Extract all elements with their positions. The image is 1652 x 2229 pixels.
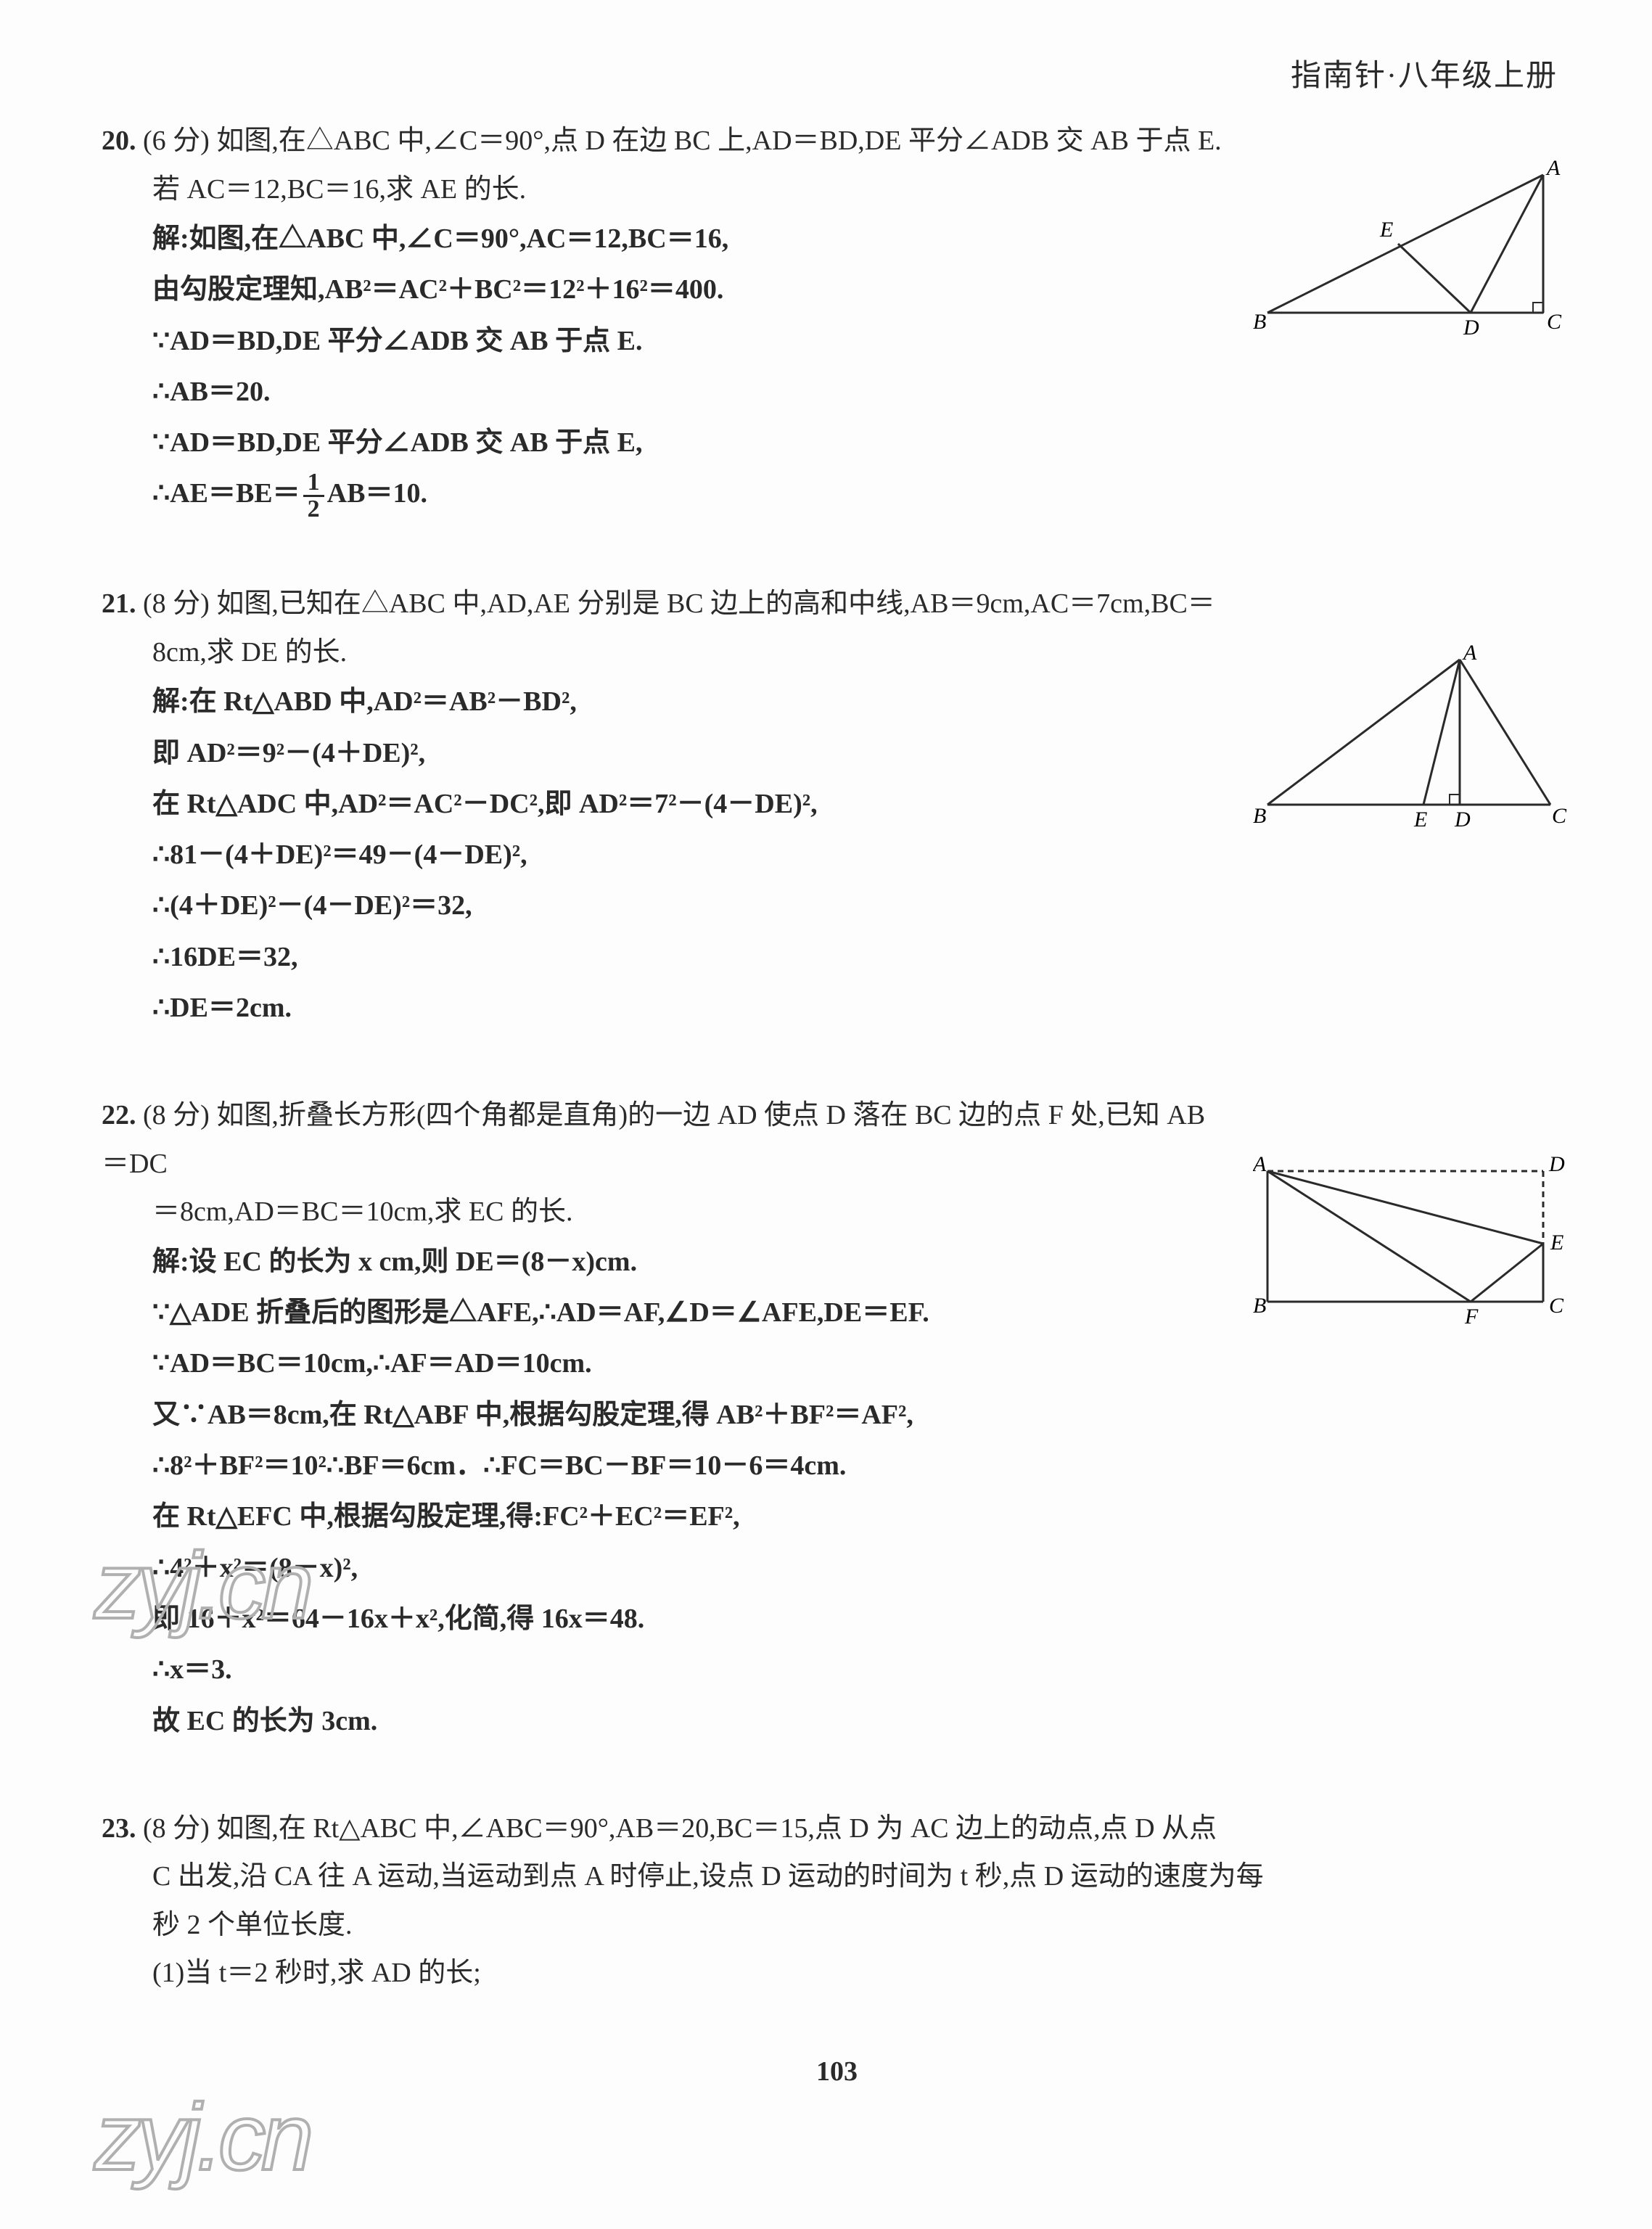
fraction: 12 bbox=[303, 470, 324, 522]
problem-22-sol-5: 在 Rt△EFC 中,根据勾股定理,得:FC²＋EC²＝EF², bbox=[102, 1491, 1231, 1542]
problem-21-sol-4: ∴(4＋DE)²－(4－DE)²＝32, bbox=[102, 880, 1231, 931]
problem-20-sol-0: 解:如图,在△ABC 中,∠C＝90°,AC＝12,BC＝16, bbox=[102, 213, 1231, 264]
problem-22-points: (8 分) bbox=[143, 1100, 210, 1130]
frac-post: AB＝10. bbox=[327, 478, 427, 509]
problem-23-q-line-2: 秒 2 个单位长度. bbox=[102, 1901, 1550, 1950]
problem-21-figure: A B E D C bbox=[1253, 645, 1572, 826]
problem-23-q-line-0: 如图,在 Rt△ABC 中,∠ABC＝90°,AB＝20,BC＝15,点 D 为… bbox=[216, 1813, 1217, 1844]
problem-20-q-line-0: 如图,在△ABC 中,∠C＝90°,点 D 在边 BC 上,AD＝BD,DE 平… bbox=[216, 126, 1221, 156]
problem-21-sol-1: 即 AD²＝9²－(4＋DE)², bbox=[102, 728, 1231, 779]
svg-text:E: E bbox=[1413, 808, 1427, 826]
svg-text:B: B bbox=[1253, 310, 1266, 334]
problem-22-number: 22. bbox=[102, 1100, 136, 1130]
problem-23-q-line-1: C 出发,沿 CA 往 A 运动,当运动到点 A 时停止,设点 D 运动的时间为… bbox=[102, 1852, 1550, 1901]
page-number: 103 bbox=[102, 2056, 1572, 2088]
problem-20-q-line-1: 若 AC＝12,BC＝16,求 AE 的长. bbox=[102, 165, 1231, 214]
svg-text:D: D bbox=[1548, 1157, 1565, 1176]
problem-22-sol-0: 解:设 EC 的长为 x cm,则 DE＝(8－x)cm. bbox=[102, 1236, 1231, 1287]
problem-22-sol-6: ∴4²＋x²＝(8－x)², bbox=[102, 1543, 1231, 1593]
problem-20-number: 20. bbox=[102, 126, 136, 156]
problem-21-sol-6: ∴DE＝2cm. bbox=[102, 982, 1231, 1033]
problem-21-sol-5: ∴16DE＝32, bbox=[102, 932, 1231, 982]
problem-21-q-line-1: 8cm,求 DE 的长. bbox=[102, 628, 1231, 677]
problem-20-sol-2: ∵AD＝BD,DE 平分∠ADB 交 AB 于点 E. bbox=[102, 316, 1231, 366]
svg-text:E: E bbox=[1550, 1231, 1563, 1255]
page-header: 指南针·八年级上册 bbox=[102, 51, 1572, 95]
frac-pre: ∴AE＝BE＝ bbox=[152, 478, 300, 509]
svg-text:A: A bbox=[1545, 160, 1561, 180]
problem-20-sol-1: 由勾股定理知,AB²＝AC²＋BC²＝12²＋16²＝400. bbox=[102, 264, 1231, 315]
svg-text:B: B bbox=[1253, 1294, 1266, 1318]
svg-text:C: C bbox=[1549, 1294, 1564, 1318]
problem-22-sol-1: ∵△ADE 折叠后的图形是△AFE,∴AD＝AF,∠D＝∠AFE,DE＝EF. bbox=[102, 1287, 1231, 1338]
problem-22-figure: A D B C F E bbox=[1253, 1157, 1572, 1331]
problem-22-sol-7: 即 16＋x²＝64－16x＋x²,化简,得 16x＝48. bbox=[102, 1593, 1231, 1644]
problem-20-sol-3: ∴AB＝20. bbox=[102, 366, 1231, 417]
svg-text:C: C bbox=[1547, 310, 1562, 334]
problem-22-q-line-1: ＝8cm,AD＝BC＝10cm,求 EC 的长. bbox=[102, 1188, 1231, 1236]
problem-21-sol-3: ∴81－(4＋DE)²＝49－(4－DE)², bbox=[102, 829, 1231, 880]
problem-20-points: (6 分) bbox=[143, 126, 210, 156]
svg-text:A: A bbox=[1253, 1157, 1267, 1176]
svg-text:D: D bbox=[1454, 808, 1471, 826]
problem-23: 23. (8 分) 如图,在 Rt△ABC 中,∠ABC＝90°,AB＝20,B… bbox=[102, 1805, 1572, 1998]
problem-22: 22. (8 分) 如图,折叠长方形(四个角都是直角)的一边 AD 使点 D 落… bbox=[102, 1091, 1572, 1746]
problem-22-q-line-0: 如图,折叠长方形(四个角都是直角)的一边 AD 使点 D 落在 BC 边的点 F… bbox=[102, 1100, 1205, 1179]
problem-21-sol-2: 在 Rt△ADC 中,AD²＝AC²－DC²,即 AD²＝7²－(4－DE)², bbox=[102, 779, 1231, 829]
svg-text:C: C bbox=[1552, 804, 1567, 826]
svg-text:F: F bbox=[1464, 1305, 1479, 1329]
problem-21-sol-0: 解:在 Rt△ABD 中,AD²＝AB²－BD², bbox=[102, 676, 1231, 727]
problem-21-q-line-0: 如图,已知在△ABC 中,AD,AE 分别是 BC 边上的高和中线,AB＝9cm… bbox=[216, 588, 1215, 619]
problem-22-sol-2: ∵AD＝BC＝10cm,∴AF＝AD＝10cm. bbox=[102, 1338, 1231, 1389]
problem-20: 20. (6 分) 如图,在△ABC 中,∠C＝90°,点 D 在边 BC 上,… bbox=[102, 117, 1572, 522]
problem-23-points: (8 分) bbox=[143, 1813, 210, 1844]
svg-text:B: B bbox=[1253, 804, 1266, 826]
problem-20-figure: A B C D E bbox=[1253, 160, 1572, 334]
problem-21: 21. (8 分) 如图,已知在△ABC 中,AD,AE 分别是 BC 边上的高… bbox=[102, 580, 1572, 1033]
problem-22-sol-3: 又∵AB＝8cm,在 Rt△ABF 中,根据勾股定理,得 AB²＋BF²＝AF²… bbox=[102, 1389, 1231, 1440]
watermark-2: zyj.cn bbox=[94, 2082, 309, 2191]
problem-21-number: 21. bbox=[102, 588, 136, 619]
svg-text:E: E bbox=[1379, 218, 1393, 242]
frac-den: 2 bbox=[303, 497, 324, 522]
problem-21-points: (8 分) bbox=[143, 588, 210, 619]
problem-20-sol-4: ∵AD＝BD,DE 平分∠ADB 交 AB 于点 E, bbox=[102, 417, 1231, 468]
svg-text:A: A bbox=[1462, 645, 1477, 665]
problem-22-sol-9: 故 EC 的长为 3cm. bbox=[102, 1696, 1231, 1746]
problem-20-sol-5: ∴AE＝BE＝12AB＝10. bbox=[102, 468, 1231, 522]
problem-22-sol-4: ∴8²＋BF²＝10²∴BF＝6cm．∴FC＝BC－BF＝10－6＝4cm. bbox=[102, 1440, 1231, 1491]
page: 指南针·八年级上册 20. (6 分) 如图,在△ABC 中,∠C＝90°,点 … bbox=[0, 0, 1652, 2229]
frac-num: 1 bbox=[303, 470, 324, 497]
svg-text:D: D bbox=[1463, 316, 1479, 334]
problem-22-sol-8: ∴x＝3. bbox=[102, 1644, 1231, 1695]
problem-23-q-line-3: (1)当 t＝2 秒时,求 AD 的长; bbox=[102, 1949, 1550, 1998]
problem-23-number: 23. bbox=[102, 1813, 136, 1844]
